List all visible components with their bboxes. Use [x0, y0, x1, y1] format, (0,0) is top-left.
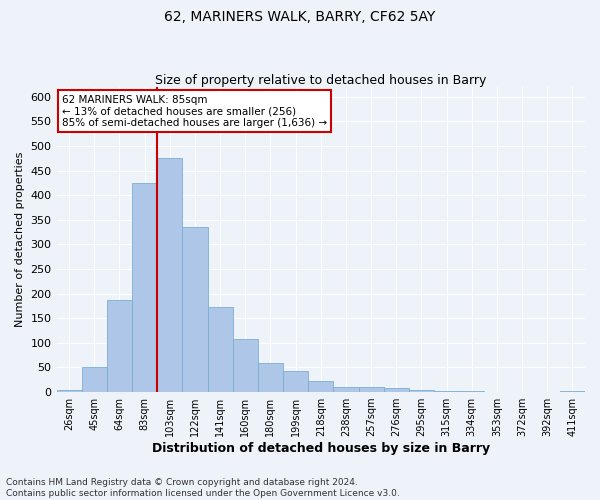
Text: Contains HM Land Registry data © Crown copyright and database right 2024.
Contai: Contains HM Land Registry data © Crown c… — [6, 478, 400, 498]
Bar — [107, 300, 132, 392]
Bar — [459, 391, 484, 392]
Bar — [560, 391, 585, 392]
Bar — [334, 387, 359, 392]
Bar — [258, 362, 283, 392]
Bar — [82, 368, 107, 392]
Bar — [208, 307, 233, 392]
Text: 62 MARINERS WALK: 85sqm
← 13% of detached houses are smaller (256)
85% of semi-d: 62 MARINERS WALK: 85sqm ← 13% of detache… — [62, 94, 327, 128]
Bar — [132, 183, 157, 392]
Bar — [409, 390, 434, 392]
Bar — [434, 390, 459, 392]
Text: 62, MARINERS WALK, BARRY, CF62 5AY: 62, MARINERS WALK, BARRY, CF62 5AY — [164, 10, 436, 24]
Bar — [308, 382, 334, 392]
Bar — [233, 340, 258, 392]
Bar — [157, 158, 182, 392]
Title: Size of property relative to detached houses in Barry: Size of property relative to detached ho… — [155, 74, 487, 87]
Bar — [56, 390, 82, 392]
X-axis label: Distribution of detached houses by size in Barry: Distribution of detached houses by size … — [152, 442, 490, 455]
Bar — [383, 388, 409, 392]
Y-axis label: Number of detached properties: Number of detached properties — [15, 152, 25, 327]
Bar — [182, 227, 208, 392]
Bar — [359, 387, 383, 392]
Bar — [283, 371, 308, 392]
